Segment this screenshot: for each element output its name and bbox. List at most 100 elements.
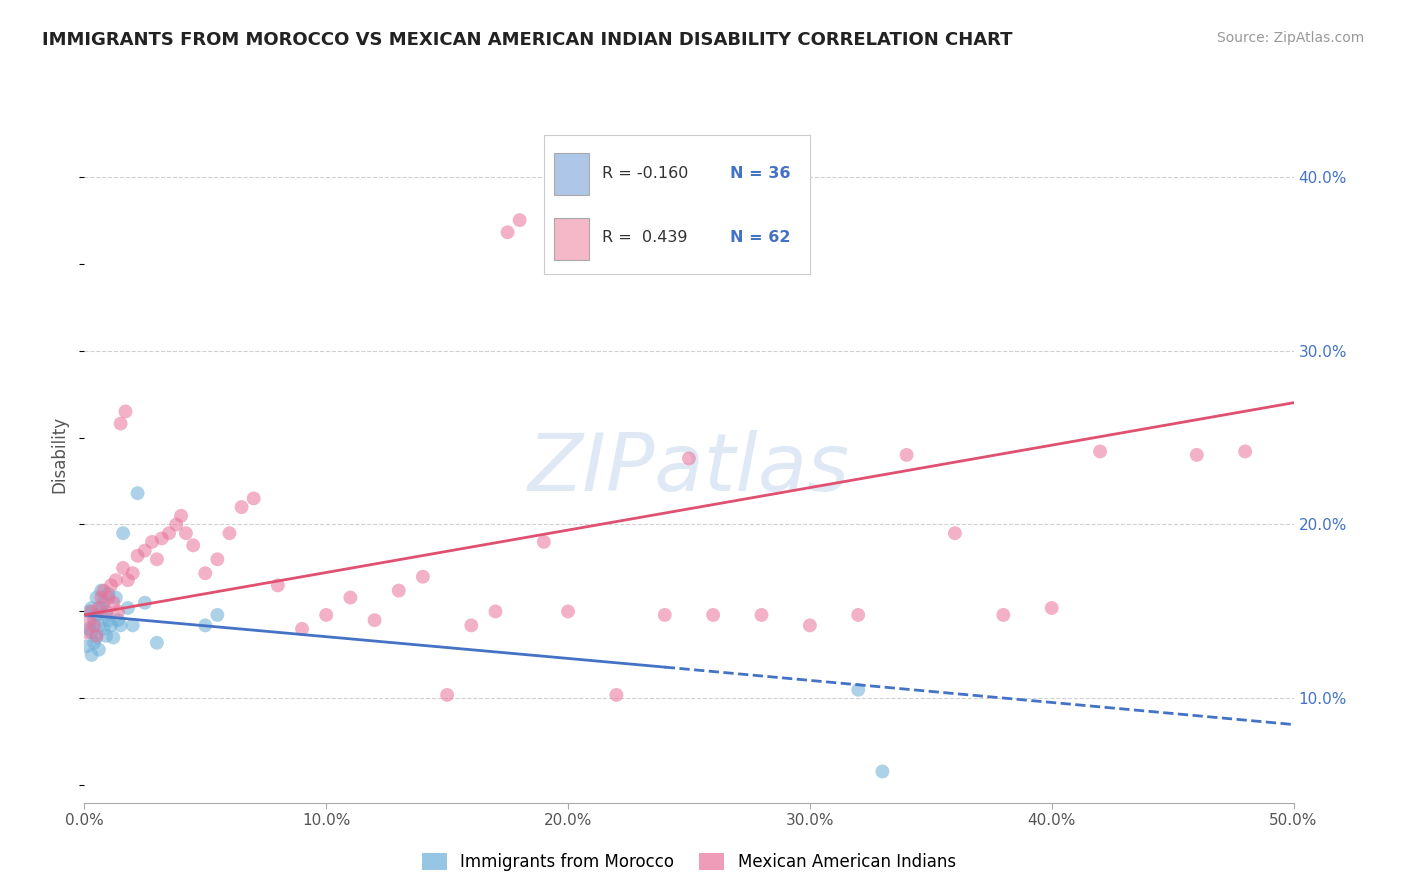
Point	[127, 486, 149, 500]
Point	[97, 587, 120, 601]
Point	[103, 596, 125, 610]
Point	[93, 596, 115, 610]
Point	[104, 591, 127, 605]
Point	[678, 451, 700, 466]
Point	[117, 601, 139, 615]
Point	[107, 605, 129, 619]
Point	[174, 526, 197, 541]
Point	[86, 591, 108, 605]
Point	[114, 404, 136, 418]
Point	[943, 526, 966, 541]
Point	[484, 605, 506, 619]
Point	[87, 601, 110, 615]
Point	[388, 583, 411, 598]
Point	[150, 532, 173, 546]
Point	[77, 605, 100, 619]
Point	[363, 613, 385, 627]
Point	[412, 569, 434, 583]
Point	[90, 601, 112, 615]
Point	[86, 631, 108, 645]
Text: ZIPatlas: ZIPatlas	[527, 430, 851, 508]
Point	[1185, 448, 1208, 462]
Point	[100, 618, 122, 632]
Point	[1040, 601, 1063, 615]
Point	[291, 622, 314, 636]
Point	[110, 417, 132, 431]
Point	[654, 607, 676, 622]
Point	[104, 573, 127, 587]
Point	[557, 605, 579, 619]
Point	[86, 629, 108, 643]
Point	[339, 591, 361, 605]
Point	[315, 607, 337, 622]
Point	[100, 578, 122, 592]
Text: IMMIGRANTS FROM MOROCCO VS MEXICAN AMERICAN INDIAN DISABILITY CORRELATION CHART: IMMIGRANTS FROM MOROCCO VS MEXICAN AMERI…	[42, 31, 1012, 49]
Point	[86, 607, 108, 622]
Point	[436, 688, 458, 702]
Point	[110, 618, 132, 632]
Point	[509, 213, 531, 227]
Point	[80, 625, 103, 640]
Point	[267, 578, 290, 592]
Point	[165, 517, 187, 532]
Point	[496, 225, 519, 239]
Point	[83, 636, 105, 650]
Y-axis label: Disability: Disability	[51, 417, 69, 493]
Point	[157, 526, 180, 541]
Point	[146, 552, 169, 566]
Point	[97, 613, 120, 627]
Point	[112, 526, 135, 541]
Point	[846, 682, 869, 697]
Point	[83, 618, 105, 632]
Point	[87, 618, 110, 632]
Point	[207, 552, 229, 566]
Point	[80, 605, 103, 619]
Point	[97, 591, 120, 605]
Point	[94, 629, 117, 643]
Point	[218, 526, 240, 541]
Point	[94, 607, 117, 622]
Point	[93, 622, 115, 636]
Point	[121, 566, 143, 581]
Point	[76, 639, 98, 653]
Point	[141, 534, 163, 549]
Text: Source: ZipAtlas.com: Source: ZipAtlas.com	[1216, 31, 1364, 45]
Point	[1234, 444, 1257, 458]
Point	[1088, 444, 1111, 458]
Point	[83, 613, 105, 627]
Point	[194, 618, 217, 632]
Point	[846, 607, 869, 622]
Legend: Immigrants from Morocco, Mexican American Indians: Immigrants from Morocco, Mexican America…	[415, 847, 963, 878]
Point	[127, 549, 149, 563]
Point	[207, 607, 229, 622]
Point	[103, 631, 125, 645]
Point	[181, 538, 204, 552]
Point	[799, 618, 821, 632]
Point	[134, 543, 156, 558]
Point	[117, 573, 139, 587]
Point	[146, 636, 169, 650]
Point	[751, 607, 773, 622]
Point	[90, 583, 112, 598]
Point	[93, 583, 115, 598]
Point	[112, 561, 135, 575]
Point	[107, 613, 129, 627]
Point	[121, 618, 143, 632]
Point	[533, 534, 555, 549]
Point	[702, 607, 724, 622]
Point	[896, 448, 918, 462]
Point	[134, 596, 156, 610]
Point	[231, 500, 253, 514]
Point	[460, 618, 482, 632]
Point	[80, 601, 103, 615]
Point	[872, 764, 894, 779]
Point	[242, 491, 264, 506]
Point	[77, 622, 100, 636]
Point	[90, 591, 112, 605]
Point	[76, 625, 98, 640]
Point	[87, 642, 110, 657]
Point	[80, 648, 103, 662]
Point	[993, 607, 1015, 622]
Point	[170, 508, 193, 523]
Point	[94, 605, 117, 619]
